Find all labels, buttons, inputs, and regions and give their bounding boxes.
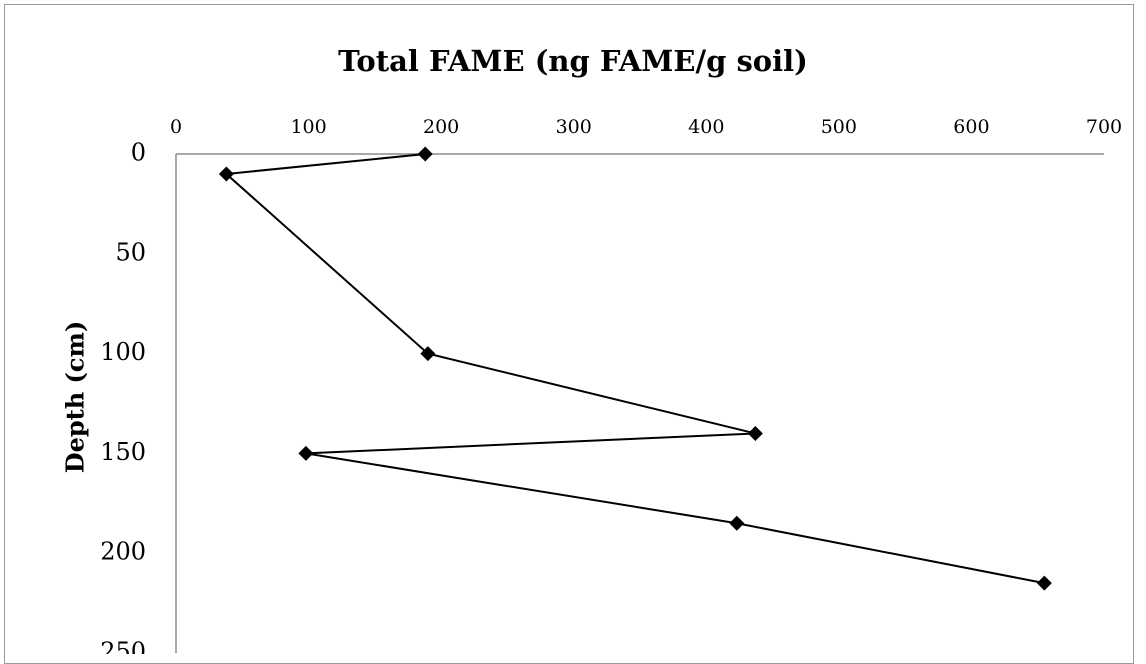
x-tick-label: 500 <box>821 116 857 138</box>
data-point <box>729 515 745 531</box>
chart-title: Total FAME (ng FAME/g soil) <box>338 44 808 78</box>
x-tick-label: 600 <box>953 116 989 138</box>
y-tick-labels: 0 50 100 150 200 250 <box>100 139 146 655</box>
data-point <box>417 146 433 162</box>
y-axis-label: Depth (cm) <box>61 321 90 473</box>
axes <box>175 153 1104 653</box>
x-tick-label: 100 <box>290 116 326 138</box>
x-tick-labels: 0 100 200 300 400 500 600 700 <box>170 116 1122 138</box>
data-point <box>420 346 436 362</box>
y-tick-label: 50 <box>115 238 146 266</box>
y-tick-label: 0 <box>131 139 146 167</box>
data-point <box>218 166 234 182</box>
x-tick-label: 200 <box>423 116 459 138</box>
y-tick-label: 250 <box>100 638 146 655</box>
x-tick-label: 300 <box>556 116 592 138</box>
data-point <box>298 445 314 461</box>
data-point <box>747 425 763 441</box>
y-tick-label: 100 <box>100 338 146 366</box>
x-tick-label: 0 <box>170 116 182 138</box>
y-tick-label: 150 <box>100 438 146 466</box>
y-tick-label: 200 <box>100 538 146 566</box>
chart-frame <box>4 4 1134 664</box>
data-point <box>1036 575 1052 591</box>
x-tick-label: 700 <box>1086 116 1122 138</box>
series-group <box>218 146 1052 591</box>
x-tick-label: 400 <box>688 116 724 138</box>
series-line <box>224 153 1045 585</box>
